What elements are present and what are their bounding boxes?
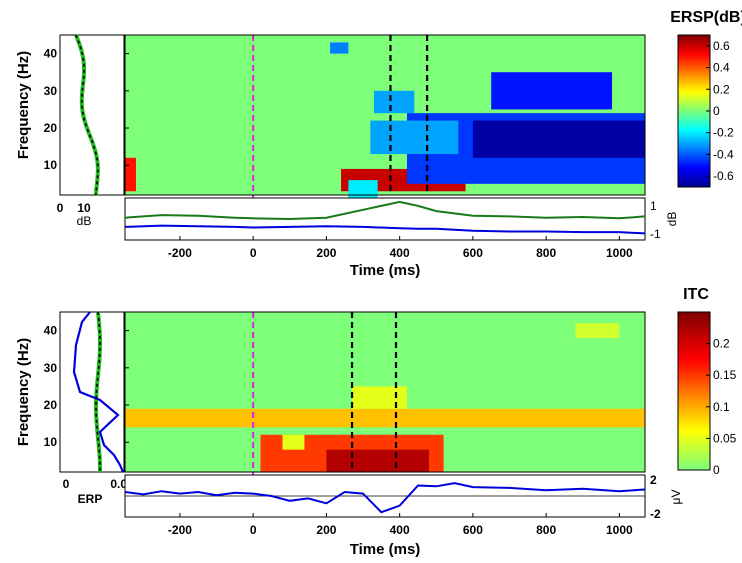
ersp-y-ticks: 10 20 30 40 xyxy=(44,47,129,172)
ersp-colorbar-title: ERSP(dB) xyxy=(670,9,742,26)
itc-bottom-lines xyxy=(124,482,646,514)
ersp-region-3 xyxy=(472,120,645,158)
itc-bottom-tick-neg: -2 xyxy=(650,507,661,521)
ersp-ytick-label-30: 30 xyxy=(44,84,58,98)
itc-cbtick-label: 0.05 xyxy=(713,431,737,445)
itc-heatmap-frame xyxy=(124,311,646,473)
ersp-bottom-marginal: 1 -1 dB -200 0 200 400 600 800 1000 xyxy=(124,197,679,260)
itc-region-2 xyxy=(326,449,429,472)
itc-colorbar-ticks: 0.2 0.15 0.1 0.05 0 xyxy=(706,337,737,477)
itc-region-0 xyxy=(125,408,645,428)
itc-ytick-label-40: 40 xyxy=(44,324,58,338)
itc-colorbar: ITC 0.2 0.15 0.1 0.05 0 xyxy=(677,286,737,477)
itc-x-label: Time (ms) xyxy=(350,541,421,558)
ersp-xtick-label--200: -200 xyxy=(168,246,192,260)
ersp-y-label: Frequency (Hz) xyxy=(15,51,32,159)
itc-bottom-unit: μV xyxy=(669,490,683,505)
ersp-left-tick-10: 10 xyxy=(77,201,91,215)
ersp-xtick-label-600: 600 xyxy=(463,246,483,260)
itc-colorbar-gradient xyxy=(677,311,711,471)
itc-colorbar-title: ITC xyxy=(683,286,709,303)
itc-cbtick-label: 0.1 xyxy=(713,400,730,414)
itc-panel: 10 20 30 40 0 0.08 ERP 2 -2 μV -200 0 200 400 6… xyxy=(15,286,737,558)
ersp-xtick-label-200: 200 xyxy=(316,246,336,260)
itc-x-ticks: -200 0 200 400 600 800 1000 xyxy=(168,513,633,537)
ersp-region-5 xyxy=(370,120,459,155)
ersp-marginal-left-frame xyxy=(59,34,125,196)
ersp-cbtick-label: 0.6 xyxy=(713,39,730,53)
itc-left-curve-blue xyxy=(72,311,125,473)
ersp-bottom-series-1 xyxy=(124,224,646,235)
itc-left-tick-0: 0 xyxy=(63,477,70,491)
itc-left-marginal: 0 0.08 ERP xyxy=(59,311,134,506)
ersp-xtick-label-1000: 1000 xyxy=(606,246,633,260)
itc-bottom-marginal: 2 -2 μV -200 0 200 400 600 800 1000 xyxy=(124,473,683,537)
itc-ytick-label-30: 30 xyxy=(44,361,58,375)
ersp-left-unit: dB xyxy=(77,214,92,228)
ersp-cbtick-label: 0.2 xyxy=(713,82,730,96)
itc-region-5 xyxy=(282,434,305,450)
ersp-colorbar-gradient xyxy=(677,34,711,188)
itc-heatmap: 10 20 30 40 xyxy=(44,311,646,517)
ersp-bottom-tick-neg: -1 xyxy=(650,227,661,241)
itc-cbtick-label: 0.2 xyxy=(713,337,730,351)
ersp-cbtick-label: 0.4 xyxy=(713,61,730,75)
ersp-cbtick-label: 0 xyxy=(713,104,720,118)
itc-xtick-label-200: 200 xyxy=(316,523,336,537)
ersp-heatmap-frame xyxy=(124,34,646,196)
ersp-left-tick-0: 0 xyxy=(57,201,64,215)
itc-marginal-left-frame xyxy=(59,311,125,473)
itc-ytick-label-10: 10 xyxy=(44,435,58,449)
itc-bottom-tick-pos: 2 xyxy=(650,473,657,487)
itc-cbtick-label: 0 xyxy=(713,463,720,477)
itc-region-4 xyxy=(575,323,620,339)
ersp-xtick-label-0: 0 xyxy=(250,246,257,260)
ersp-region-8 xyxy=(330,42,349,54)
ersp-bottom-unit: dB xyxy=(665,212,679,227)
itc-xtick-label-800: 800 xyxy=(536,523,556,537)
itc-ytick-label-20: 20 xyxy=(44,398,58,412)
ersp-left-marginal: 0 10 dB xyxy=(57,34,125,228)
ersp-ytick-label-40: 40 xyxy=(44,47,58,61)
ersp-cbtick-label: -0.4 xyxy=(713,147,734,161)
itc-y-label: Frequency (Hz) xyxy=(15,338,32,446)
ersp-xtick-label-800: 800 xyxy=(536,246,556,260)
ersp-colorbar: ERSP(dB) 0.6 0.4 0.2 0 -0.2 -0.4 -0.6 xyxy=(670,9,742,188)
ersp-region-4 xyxy=(491,72,613,110)
itc-xtick-label-0: 0 xyxy=(250,523,257,537)
ersp-heatmap-cells xyxy=(125,42,645,199)
itc-region-3 xyxy=(352,386,407,409)
itc-xtick-label--200: -200 xyxy=(168,523,192,537)
itc-cbtick-label: 0.15 xyxy=(713,368,737,382)
itc-y-ticks: 10 20 30 40 xyxy=(44,324,129,449)
ersp-x-ticks: -200 0 200 400 600 800 1000 xyxy=(168,236,633,260)
ersp-x-label: Time (ms) xyxy=(350,262,421,279)
ersp-heatmap: 10 20 30 40 xyxy=(44,34,646,240)
ersp-ytick-label-20: 20 xyxy=(44,121,58,135)
ersp-region-6 xyxy=(374,90,415,114)
ersp-bottom-tick-pos: 1 xyxy=(650,199,657,213)
itc-xtick-label-1000: 1000 xyxy=(606,523,633,537)
ersp-left-curve xyxy=(74,34,100,196)
ersp-bottom-lines xyxy=(124,200,646,235)
itc-left-curve-dash xyxy=(95,311,101,472)
itc-bottom-series-0 xyxy=(124,482,646,514)
ersp-colorbar-ticks: 0.6 0.4 0.2 0 -0.2 -0.4 -0.6 xyxy=(706,39,734,183)
itc-xtick-label-600: 600 xyxy=(463,523,483,537)
ersp-ytick-label-10: 10 xyxy=(44,158,58,172)
ersp-panel: 10 20 30 40 0 10 dB 1 -1 dB -200 0 200 400 600 8… xyxy=(15,9,742,279)
ersp-cbtick-label: -0.6 xyxy=(713,169,734,183)
ersp-cbtick-label: -0.2 xyxy=(713,126,734,140)
itc-xtick-label-400: 400 xyxy=(390,523,410,537)
ersp-xtick-label-400: 400 xyxy=(390,246,410,260)
ersp-bottom-series-0 xyxy=(124,200,646,221)
itc-left-unit: ERP xyxy=(78,492,103,506)
ersp-region-7 xyxy=(348,180,378,199)
ersp-region-1 xyxy=(125,157,136,192)
